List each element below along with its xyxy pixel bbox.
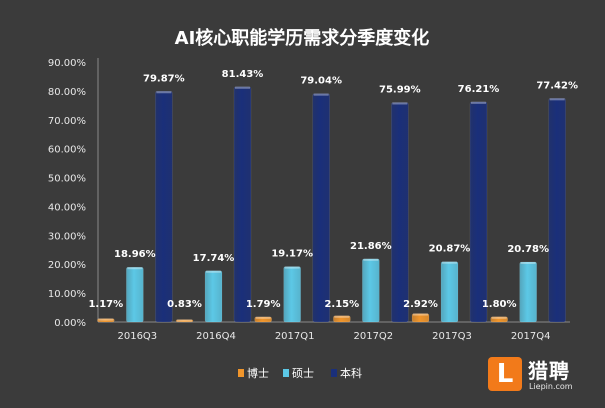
data-label: 77.42% <box>536 80 578 91</box>
bar-博士 <box>333 315 351 323</box>
bar-本科 <box>155 91 173 323</box>
bar-硕士 <box>204 270 223 323</box>
y-tick-label: 0.00% <box>54 318 86 329</box>
legend-label: 硕士 <box>292 367 314 380</box>
legend-swatch <box>283 369 289 377</box>
data-label: 20.78% <box>507 244 549 255</box>
x-tick-label: 2017Q1 <box>275 331 315 342</box>
data-label: 81.43% <box>222 69 264 80</box>
data-label: 21.86% <box>350 241 392 252</box>
chart-title: AI核心职能学历需求分季度变化 <box>175 27 430 49</box>
bar-本科 <box>233 86 252 323</box>
bar-硕士 <box>519 261 537 323</box>
legend-swatch <box>331 369 337 377</box>
bar-本科 <box>391 102 409 323</box>
x-tick-label: 2017Q4 <box>511 331 551 342</box>
bar-highlight <box>520 261 536 264</box>
logo-name: 猎聘 <box>528 359 570 383</box>
bar-硕士 <box>126 266 144 323</box>
bar-硕士 <box>283 266 301 323</box>
bar-highlight <box>156 91 172 94</box>
x-tick-label: 2016Q4 <box>196 331 236 342</box>
data-label: 17.74% <box>193 253 235 264</box>
data-label: 0.83% <box>167 299 202 310</box>
bar-highlight <box>255 316 271 319</box>
y-tick-label: 70.00% <box>48 116 86 127</box>
bar-highlight <box>206 270 221 273</box>
bar-硕士 <box>440 261 459 323</box>
bar-highlight <box>284 266 300 269</box>
bar-博士 <box>411 313 430 323</box>
y-tick-label: 20.00% <box>48 260 86 271</box>
bar-博士 <box>490 316 508 323</box>
liepin-logo: L 猎聘 Liepin.com <box>488 355 598 399</box>
legend-label: 本科 <box>340 366 362 380</box>
y-tick-label: 90.00% <box>48 58 86 69</box>
bar-highlight <box>235 86 250 89</box>
bar-博士 <box>97 318 115 323</box>
bar-highlight <box>98 318 114 321</box>
y-tick-label: 30.00% <box>48 231 86 242</box>
bar-highlight <box>392 102 408 105</box>
data-label: 1.17% <box>88 299 123 310</box>
bar-highlight <box>363 258 379 261</box>
x-tick-label: 2016Q3 <box>117 331 157 342</box>
data-label: 18.96% <box>114 249 156 260</box>
legend-label: 博士 <box>247 367 269 380</box>
bar-highlight <box>442 261 457 264</box>
bar-highlight <box>471 101 486 104</box>
data-label: 1.80% <box>482 299 517 310</box>
x-tick-label: 2017Q3 <box>432 331 472 342</box>
data-label: 79.04% <box>300 76 342 87</box>
bar-highlight <box>413 313 428 316</box>
legend-swatch <box>238 369 244 377</box>
data-label: 2.92% <box>403 299 438 310</box>
y-tick-label: 40.00% <box>48 202 86 213</box>
data-label: 76.21% <box>458 84 500 95</box>
x-tick-label: 2017Q2 <box>353 331 393 342</box>
data-label: 20.87% <box>429 244 471 255</box>
y-tick-label: 80.00% <box>48 87 86 98</box>
bar-highlight <box>313 93 329 96</box>
bar-本科 <box>469 101 488 323</box>
bar-博士 <box>175 319 194 323</box>
y-tick-label: 10.00% <box>48 289 86 300</box>
data-label: 19.17% <box>271 249 313 260</box>
y-tick-label: 50.00% <box>48 174 86 185</box>
logo-mark: L <box>488 357 522 391</box>
bar-highlight <box>177 319 192 322</box>
bar-highlight <box>549 98 565 101</box>
bar-硕士 <box>362 258 380 323</box>
data-label: 79.87% <box>143 73 185 84</box>
bar-博士 <box>254 316 272 323</box>
data-label: 1.79% <box>246 299 281 310</box>
logo-sub: Liepin.com <box>529 382 573 391</box>
bar-highlight <box>127 267 143 270</box>
bar-本科 <box>312 93 330 323</box>
bar-本科 <box>548 98 566 323</box>
bar-highlight <box>491 316 507 319</box>
bar-highlight <box>334 315 350 318</box>
y-tick-label: 60.00% <box>48 145 86 156</box>
data-label: 2.15% <box>324 299 359 310</box>
data-label: 75.99% <box>379 84 421 95</box>
